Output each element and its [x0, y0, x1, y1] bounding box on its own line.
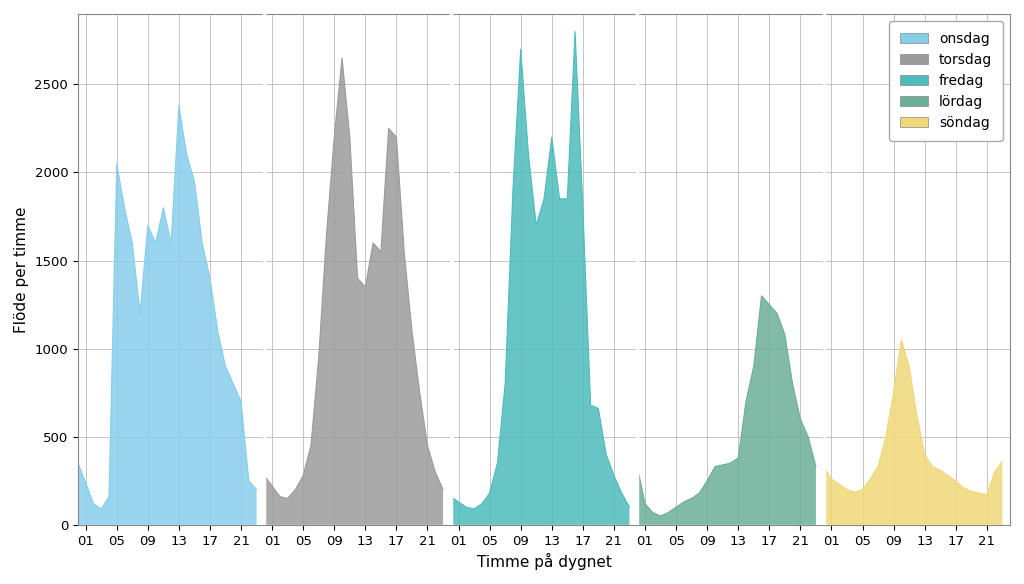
Polygon shape — [78, 106, 257, 525]
X-axis label: Timme på dygnet: Timme på dygnet — [476, 553, 611, 570]
Polygon shape — [264, 58, 443, 525]
Polygon shape — [637, 296, 816, 525]
Legend: onsdag, torsdag, fredag, lördag, söndag: onsdag, torsdag, fredag, lördag, söndag — [889, 21, 1004, 141]
Y-axis label: Flöde per timme: Flöde per timme — [14, 206, 29, 333]
Polygon shape — [823, 340, 1002, 525]
Polygon shape — [451, 32, 630, 525]
